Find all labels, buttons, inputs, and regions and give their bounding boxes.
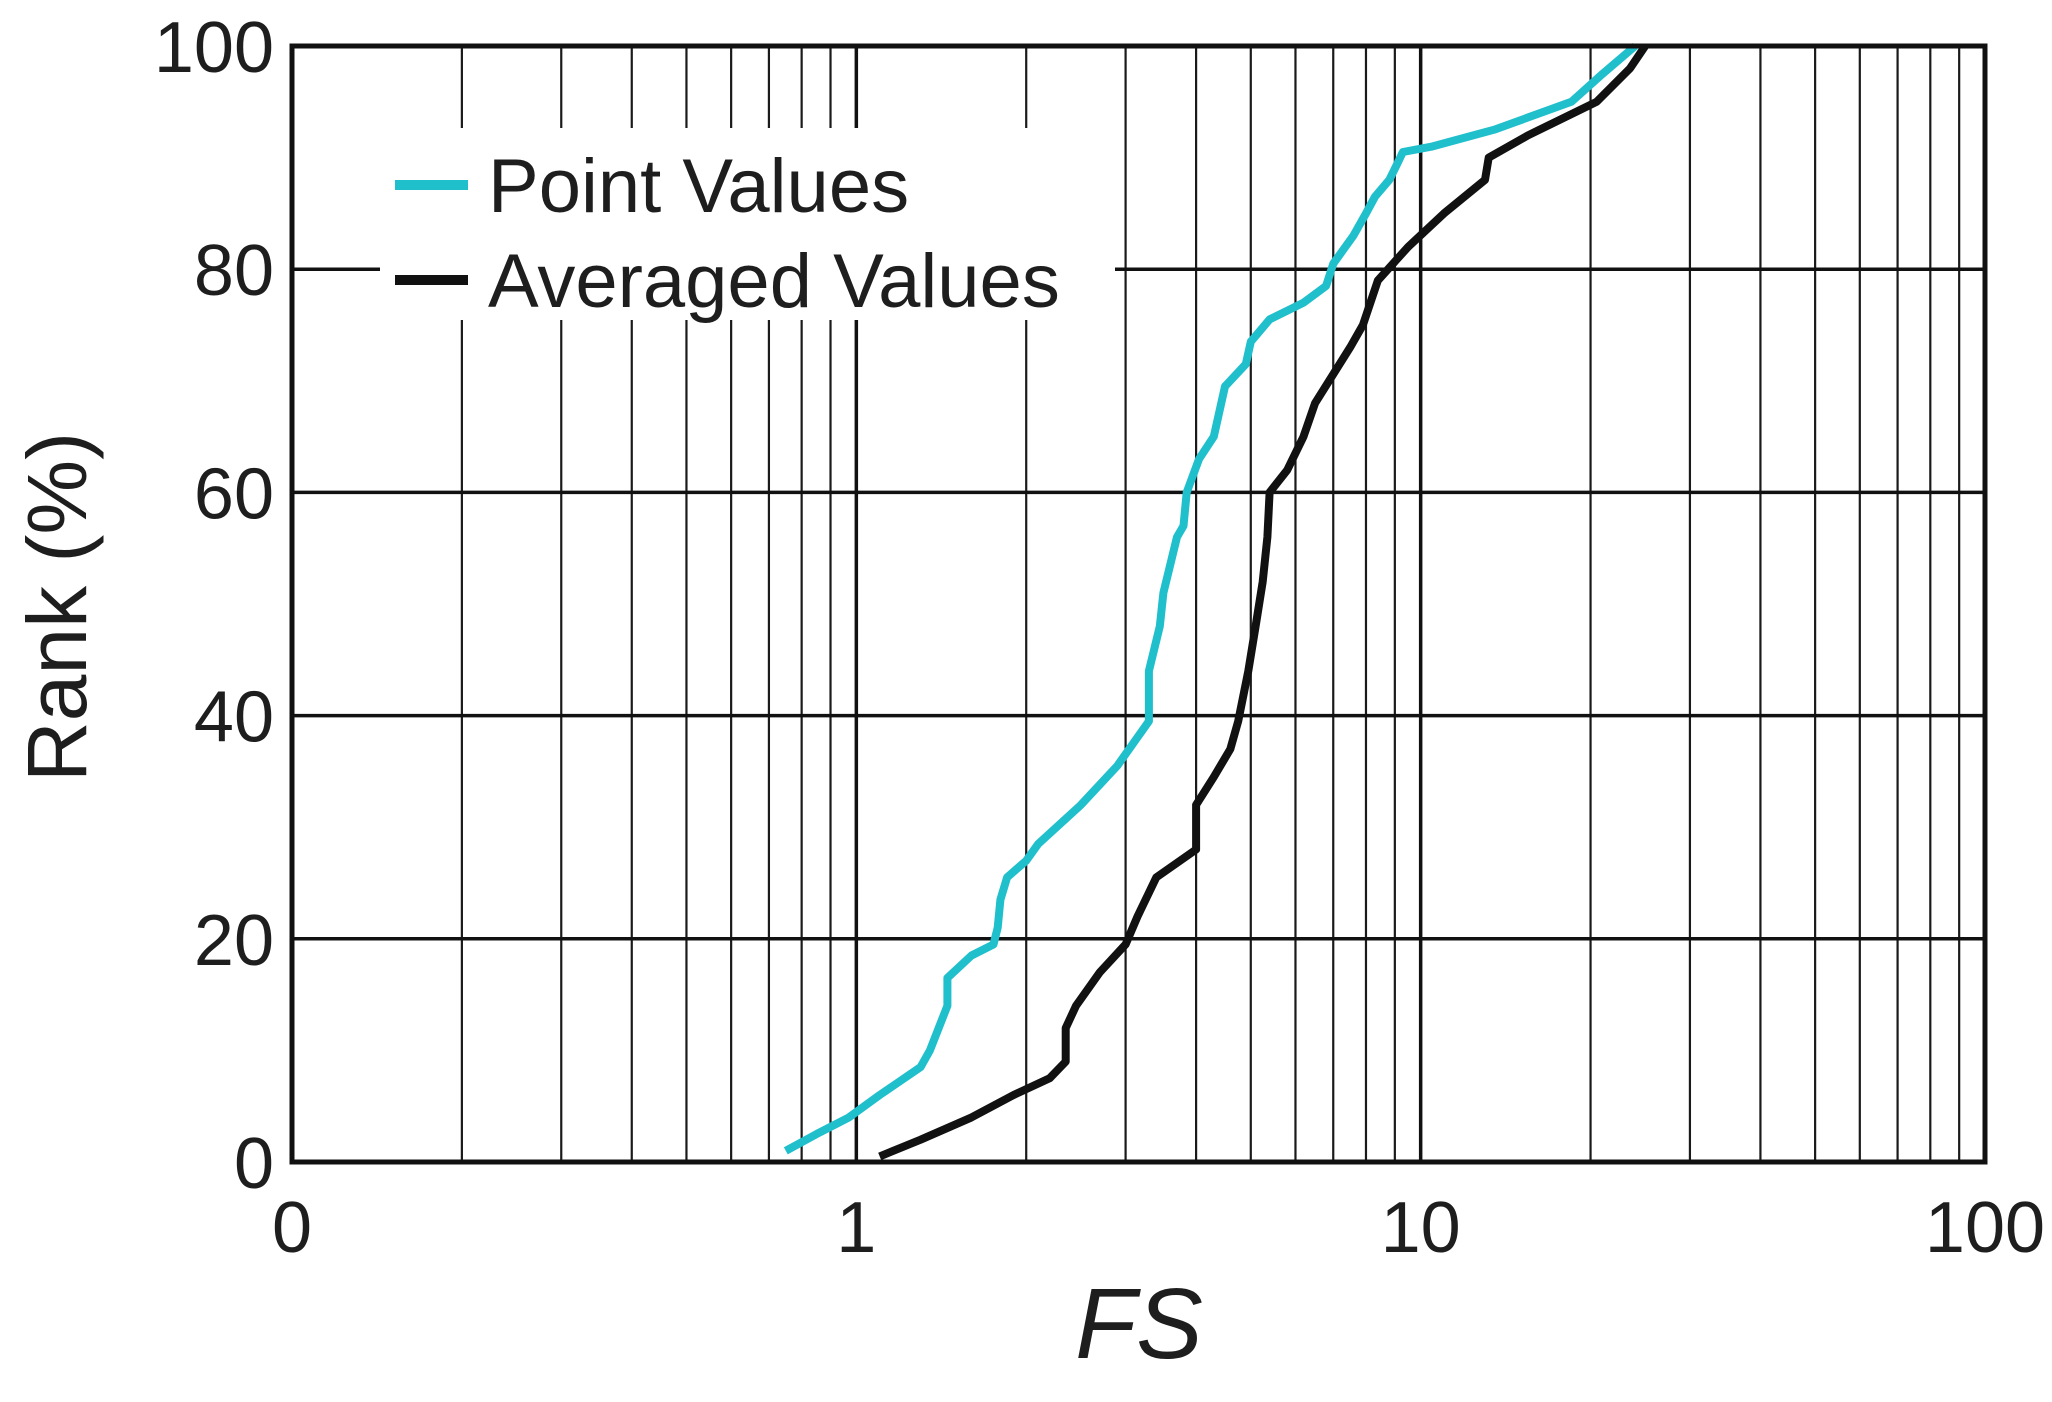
legend-background: [380, 128, 1115, 320]
series-line: [878, 43, 1649, 1161]
legend-label: Point Values: [488, 144, 909, 229]
y-tick-label: 60: [194, 454, 274, 534]
legend-label: Averaged Values: [488, 239, 1060, 324]
legend: Point Values Averaged Values: [380, 128, 1115, 324]
plot-frame: [289, 43, 1988, 1165]
series-line: [783, 42, 1638, 1155]
x-tick-label: 0: [272, 1188, 312, 1268]
x-tick-label: 10: [1381, 1188, 1461, 1268]
y-tick-label: 100: [154, 8, 274, 88]
x-tick-label: 1: [836, 1188, 876, 1268]
series-layer: [783, 42, 1649, 1161]
y-tick-label: 40: [194, 678, 274, 758]
x-axis-title: FS: [1075, 1268, 1203, 1380]
tick-labels: 0 1 10 100 0 20 40 60 80 100: [154, 8, 2045, 1268]
x-tick-label: 100: [1925, 1188, 2045, 1268]
legend-items: Point Values Averaged Values: [395, 144, 1060, 324]
y-tick-label: 0: [234, 1124, 274, 1204]
y-tick-label: 80: [194, 231, 274, 311]
y-axis-title: Rank (%): [10, 432, 104, 782]
y-tick-label: 20: [194, 901, 274, 981]
